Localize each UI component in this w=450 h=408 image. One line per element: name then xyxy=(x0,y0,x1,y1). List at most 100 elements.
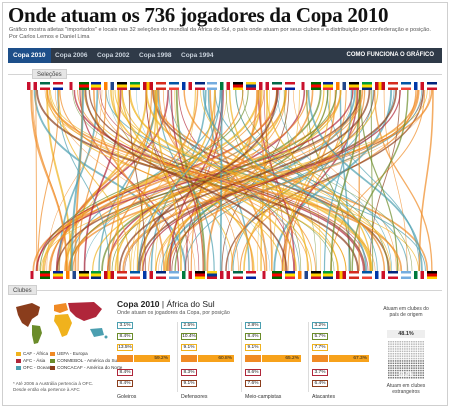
flag-icon[interactable] xyxy=(271,82,282,90)
domestic-label: Atuam em clubes do país de origem xyxy=(383,306,429,318)
flag-icon[interactable] xyxy=(323,82,334,90)
how-it-works-link[interactable]: COMO FUNCIONA O GRÁFICO xyxy=(346,52,434,58)
player-dot xyxy=(422,345,424,348)
flag-icon[interactable] xyxy=(375,271,386,279)
flag-icon[interactable] xyxy=(413,271,424,279)
player-dot xyxy=(411,343,413,345)
flag-icon[interactable] xyxy=(39,82,50,90)
flag-icon[interactable] xyxy=(246,271,257,279)
player-dot xyxy=(388,353,390,355)
player-dot xyxy=(411,341,413,343)
flag-icon[interactable] xyxy=(426,82,437,90)
flag-icon[interactable] xyxy=(362,82,373,90)
flag-icon[interactable] xyxy=(310,271,321,279)
player-dot xyxy=(404,353,406,355)
player-dot xyxy=(422,357,424,360)
flag-icon[interactable] xyxy=(323,271,334,279)
player-dot-grid: 51.9% xyxy=(388,341,424,379)
tab-copa-2002[interactable]: Copa 2002 xyxy=(97,52,130,59)
flag-icon[interactable] xyxy=(310,82,321,90)
flag-icon[interactable] xyxy=(27,271,37,279)
flag-icon[interactable] xyxy=(233,271,244,279)
player-dot xyxy=(420,362,422,365)
flag-icon[interactable] xyxy=(426,271,437,279)
flag-icon[interactable] xyxy=(39,271,50,279)
flag-icon[interactable] xyxy=(207,271,218,279)
flag-icon[interactable] xyxy=(362,271,373,279)
player-dot xyxy=(408,372,411,374)
flag-icon[interactable] xyxy=(143,82,154,90)
player-dot xyxy=(401,353,404,355)
flag-icon[interactable] xyxy=(104,271,115,279)
player-dot xyxy=(413,341,415,343)
flag-icon[interactable] xyxy=(297,82,308,90)
flag-icon[interactable] xyxy=(78,271,89,279)
flag-icon[interactable] xyxy=(220,82,231,90)
flag-icon[interactable] xyxy=(413,82,424,90)
flag-icon[interactable] xyxy=(78,82,89,90)
player-dot xyxy=(408,374,411,377)
flag-icon[interactable] xyxy=(65,271,76,279)
flag-icon[interactable] xyxy=(194,82,205,90)
flag-icon[interactable] xyxy=(91,271,102,279)
flag-icon[interactable] xyxy=(336,82,347,90)
player-flow-ribbon xyxy=(73,90,365,271)
flag-icon[interactable] xyxy=(143,271,154,279)
flag-icon[interactable] xyxy=(259,271,270,279)
flag-icon[interactable] xyxy=(130,271,141,279)
flag-icon[interactable] xyxy=(168,271,179,279)
flag-icon[interactable] xyxy=(117,82,128,90)
flag-icon[interactable] xyxy=(284,271,295,279)
flag-icon[interactable] xyxy=(387,271,398,279)
flag-icon[interactable] xyxy=(349,271,360,279)
player-dot xyxy=(406,377,408,379)
flag-icon[interactable] xyxy=(400,82,411,90)
player-flow-ribbon xyxy=(164,90,263,271)
flag-icon[interactable] xyxy=(155,271,166,279)
flag-icon[interactable] xyxy=(375,82,386,90)
flag-icon[interactable] xyxy=(233,82,244,90)
tab-copa-1998[interactable]: Copa 1998 xyxy=(139,52,172,59)
player-dot xyxy=(390,374,392,377)
player-dot xyxy=(413,355,415,357)
tab-copa-1994[interactable]: Copa 1994 xyxy=(181,52,214,59)
flag-icon[interactable] xyxy=(117,271,128,279)
flag-icon[interactable] xyxy=(130,82,141,90)
flag-icon[interactable] xyxy=(27,82,37,90)
player-flow-ribbon xyxy=(162,90,239,271)
bar-value: 65.2% xyxy=(262,355,301,362)
flag-icon[interactable] xyxy=(181,271,192,279)
player-dot xyxy=(392,360,395,362)
flag-icon[interactable] xyxy=(284,82,295,90)
flag-icon[interactable] xyxy=(259,82,270,90)
flag-icon[interactable] xyxy=(297,271,308,279)
flag-icon[interactable] xyxy=(336,271,347,279)
flag-icon[interactable] xyxy=(65,82,76,90)
flag-icon[interactable] xyxy=(220,271,231,279)
flag-icon[interactable] xyxy=(104,82,115,90)
flag-icon[interactable] xyxy=(155,82,166,90)
flag-icon[interactable] xyxy=(349,82,360,90)
player-dot xyxy=(390,341,392,343)
tab-copa-2010[interactable]: Copa 2010 xyxy=(8,48,51,63)
flag-icon[interactable] xyxy=(271,271,282,279)
flag-icon[interactable] xyxy=(207,82,218,90)
flag-icon[interactable] xyxy=(52,271,63,279)
player-flow-ribbon xyxy=(228,90,309,271)
flag-icon[interactable] xyxy=(91,82,102,90)
player-dot xyxy=(399,374,401,377)
tab-copa-2006[interactable]: Copa 2006 xyxy=(55,52,88,59)
flag-icon[interactable] xyxy=(194,271,205,279)
flag-icon[interactable] xyxy=(181,82,192,90)
player-dot xyxy=(397,377,399,379)
player-dot xyxy=(404,348,406,350)
player-flow-ribbon xyxy=(158,90,254,271)
flag-icon[interactable] xyxy=(387,82,398,90)
flag-icon[interactable] xyxy=(246,82,257,90)
flag-icon[interactable] xyxy=(52,82,63,90)
flag-icon[interactable] xyxy=(168,82,179,90)
position-bar: 7.6% xyxy=(245,380,261,387)
player-dot xyxy=(411,360,413,362)
position-name: Meio-campistas xyxy=(245,394,282,400)
flag-icon[interactable] xyxy=(400,271,411,279)
